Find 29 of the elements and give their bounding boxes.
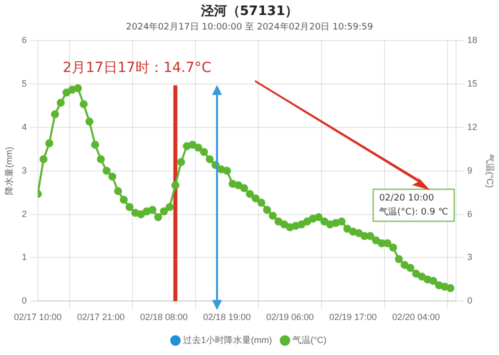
legend-label: 气温(°C) <box>292 334 327 345</box>
chart-title: 泾河（57131） <box>200 4 298 20</box>
legend-label: 过去1小时降水量(mm) <box>182 334 272 345</box>
x-tick-label: 02/20 04:00 <box>392 312 440 322</box>
annotation: 02/20 10:00 气温(°C): 0.9 ℃ <box>379 194 448 218</box>
y2-tick-label: 12 <box>467 122 478 132</box>
y2-tick-label: 18 <box>467 34 478 45</box>
y-tick-label: 0 <box>22 296 27 306</box>
y-tick-label: 2 <box>22 208 27 219</box>
x-tick-label: 02/18 19:00 <box>203 312 251 322</box>
y-tick-label: 5 <box>22 78 27 88</box>
annotation: 2月17日17时：14.7°C <box>62 60 212 76</box>
x-tick-label: 02/19 06:00 <box>266 312 314 322</box>
y2-tick-label: 6 <box>467 208 472 219</box>
y-axis-title: 降水量(mm) <box>4 146 14 195</box>
chart-subtitle: 2024年02月17日 10:00:00 至 2024年02月20日 10:59:59 <box>126 21 374 32</box>
x-tick-label: 02/18 08:00 <box>140 312 188 322</box>
y2-tick-label: 3 <box>467 252 472 262</box>
y-tick-label: 4 <box>22 122 27 132</box>
y-tick-label: 6 <box>22 34 27 45</box>
y2-tick-label: 0 <box>467 296 472 306</box>
y2-tick-label: 9 <box>467 165 472 176</box>
y-tick-label: 1 <box>22 252 27 262</box>
x-tick-label: 02/19 17:00 <box>329 312 377 322</box>
y2-tick-label: 15 <box>467 78 478 88</box>
y-tick-label: 3 <box>22 165 27 176</box>
x-tick-label: 02/17 10:00 <box>14 312 62 322</box>
y2-axis-title: 气温(°C) <box>485 154 496 188</box>
x-tick-label: 02/17 21:00 <box>77 312 125 322</box>
